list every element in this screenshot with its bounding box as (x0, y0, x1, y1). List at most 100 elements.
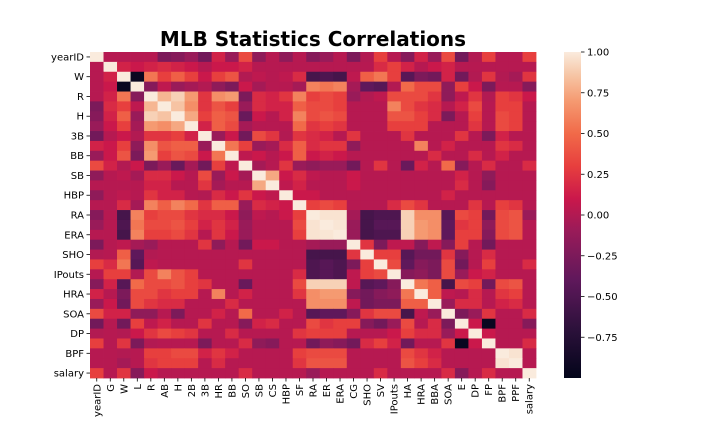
heatmap-cell-FP-ER (319, 338, 334, 349)
heatmap-cell-ERA-SF (292, 229, 307, 241)
heatmap-cell-SO-SOA (441, 160, 456, 171)
heatmap-cell-2B-DP (468, 121, 483, 132)
heatmap-cell-CS-SHO (360, 180, 375, 191)
heatmap-cell-HBP-E (454, 190, 469, 201)
heatmap-cell-W-2B (184, 71, 199, 83)
heatmap-cell-CS-yearID (90, 180, 104, 191)
heatmap-cell-CS-RA (306, 180, 321, 191)
heatmap-cell-ERA-HR (211, 229, 226, 241)
heatmap-cell-CG-L (130, 239, 145, 250)
heatmap-cell-BB-BB (225, 150, 240, 162)
heatmap-cell-PPF-CG (346, 358, 361, 369)
heatmap-cell-PPF-RA (306, 358, 321, 369)
heatmap-cell-CG-yearID (90, 239, 104, 250)
heatmap-cell-HRA-G (103, 289, 118, 300)
heatmap-cell-SHO-BBA (427, 249, 442, 260)
heatmap-cell-W-IPouts (387, 71, 402, 83)
heatmap-cell-3B-3B (198, 131, 213, 142)
heatmap-cell-HBP-BPF (495, 190, 510, 201)
heatmap-cell-yearID-SO (238, 52, 253, 63)
heatmap-cell-2B-IPouts (387, 121, 402, 132)
heatmap-cell-E-SB (252, 318, 267, 330)
y-tick-label: yearID (51, 52, 84, 63)
y-tick-label: IPouts (54, 270, 84, 281)
heatmap-cell-BPF-2B (184, 348, 199, 359)
heatmap-cell-BPF-RA (306, 348, 321, 359)
heatmap-cell-PPF-PPF (508, 358, 523, 369)
heatmap-cell-DP-SO (238, 328, 253, 339)
heatmap-cell-SOA-IPouts (387, 308, 402, 320)
heatmap-cell-SV-SOA (441, 259, 456, 270)
heatmap-cell-HRA-AB (157, 289, 172, 300)
heatmap-cell-SV-E (454, 259, 469, 270)
heatmap-cell-SV-CS (265, 259, 280, 270)
heatmap-cell-ERA-SO (238, 229, 253, 241)
heatmap-cell-SO-CG (346, 160, 361, 171)
heatmap-cell-SO-SHO (360, 160, 375, 171)
heatmap-cell-L-PPF (508, 81, 523, 92)
heatmap-cell-DP-R (144, 328, 158, 339)
heatmap-cell-E-2B (184, 318, 199, 330)
heatmap-cell-HA-IPouts (387, 279, 402, 290)
heatmap-cell-BB-BBA (427, 150, 442, 162)
heatmap-cell-BB-ER (319, 150, 334, 162)
heatmap-cell-BPF-SF (292, 348, 307, 359)
heatmap-cell-IPouts-SHO (360, 269, 375, 280)
heatmap-cell-SOA-SF (292, 308, 307, 320)
heatmap-cell-H-HR (211, 111, 226, 122)
heatmap-cell-2B-3B (198, 121, 213, 132)
heatmap-cell-G-AB (157, 61, 172, 73)
heatmap-cell-ER-AB (157, 219, 172, 231)
heatmap-cell-PPF-SB (252, 358, 267, 369)
heatmap-cell-RA-SO (238, 210, 253, 221)
heatmap-cell-E-W (117, 318, 131, 330)
heatmap-cell-SB-ERA (333, 170, 348, 181)
heatmap-cell-DP-IPouts (387, 328, 402, 339)
heatmap-cell-AB-2B (184, 101, 199, 112)
heatmap-cell-SB-CS (265, 170, 280, 181)
y-tick-label: BB (70, 151, 84, 162)
heatmap-cell-CG-PPF (508, 239, 523, 250)
x-axis-ticks: yearID G W L R AB H 2B 3B HR BB SO SB CS HBP SF RA ER ERA C… (92, 378, 536, 417)
heatmap-cell-PPF-SF (292, 358, 307, 369)
heatmap-cell-SOA-E (454, 308, 469, 320)
heatmap-cell-IPouts-HBP (279, 269, 294, 280)
heatmap-cell-CG-salary (522, 239, 537, 250)
heatmap-cell-IPouts-BPF (495, 269, 510, 280)
heatmap-cell-CG-HRA (414, 239, 429, 250)
heatmap-cell-SHO-salary (522, 249, 537, 260)
heatmap-cell-RA-HRA (414, 210, 429, 221)
heatmap-cell-BB-CS (265, 150, 280, 162)
heatmap-cell-E-SOA (441, 318, 456, 330)
heatmap-cell-CS-SOA (441, 180, 456, 191)
heatmap-cell-2B-ER (319, 121, 334, 132)
heatmap-cell-salary-HBP (279, 368, 294, 379)
heatmap-cell-BB-SO (238, 150, 253, 162)
heatmap-cell-SOA-ERA (333, 308, 348, 320)
heatmap-cell-L-R (144, 81, 158, 92)
heatmap-cell-SOA-BPF (495, 308, 510, 320)
heatmap-cell-SV-SF (292, 259, 307, 270)
heatmap-cell-IPouts-R (144, 269, 158, 280)
heatmap-cell-SB-BB (225, 170, 240, 181)
heatmap-cell-FP-RA (306, 338, 321, 349)
heatmap-cell-BB-BPF (495, 150, 510, 162)
heatmap-cell-salary-SO (238, 368, 253, 379)
heatmap-cell-RA-BB (225, 210, 240, 221)
heatmap-cell-AB-ER (319, 101, 334, 112)
heatmap-cell-BPF-BPF (495, 348, 510, 359)
heatmap-cell-BBA-BBA (427, 298, 442, 310)
heatmap-cell-3B-SV (373, 131, 388, 142)
heatmap-cell-RA-2B (184, 210, 199, 221)
heatmap-cell-CS-BBA (427, 180, 442, 191)
heatmap-cell-H-BB (225, 111, 240, 122)
heatmap-cell-CG-HR (211, 239, 226, 250)
heatmap-cell-RA-DP (468, 210, 483, 221)
heatmap-cell-W-G (103, 71, 118, 83)
heatmap-cell-SHO-G (103, 249, 118, 260)
heatmap-cell-HBP-W (117, 190, 131, 201)
heatmap-cell-HBP-DP (468, 190, 483, 201)
heatmap-cell-PPF-BB (225, 358, 240, 369)
heatmap-cell-ER-HBP (279, 219, 294, 231)
heatmap-cell-G-BB (225, 61, 240, 73)
